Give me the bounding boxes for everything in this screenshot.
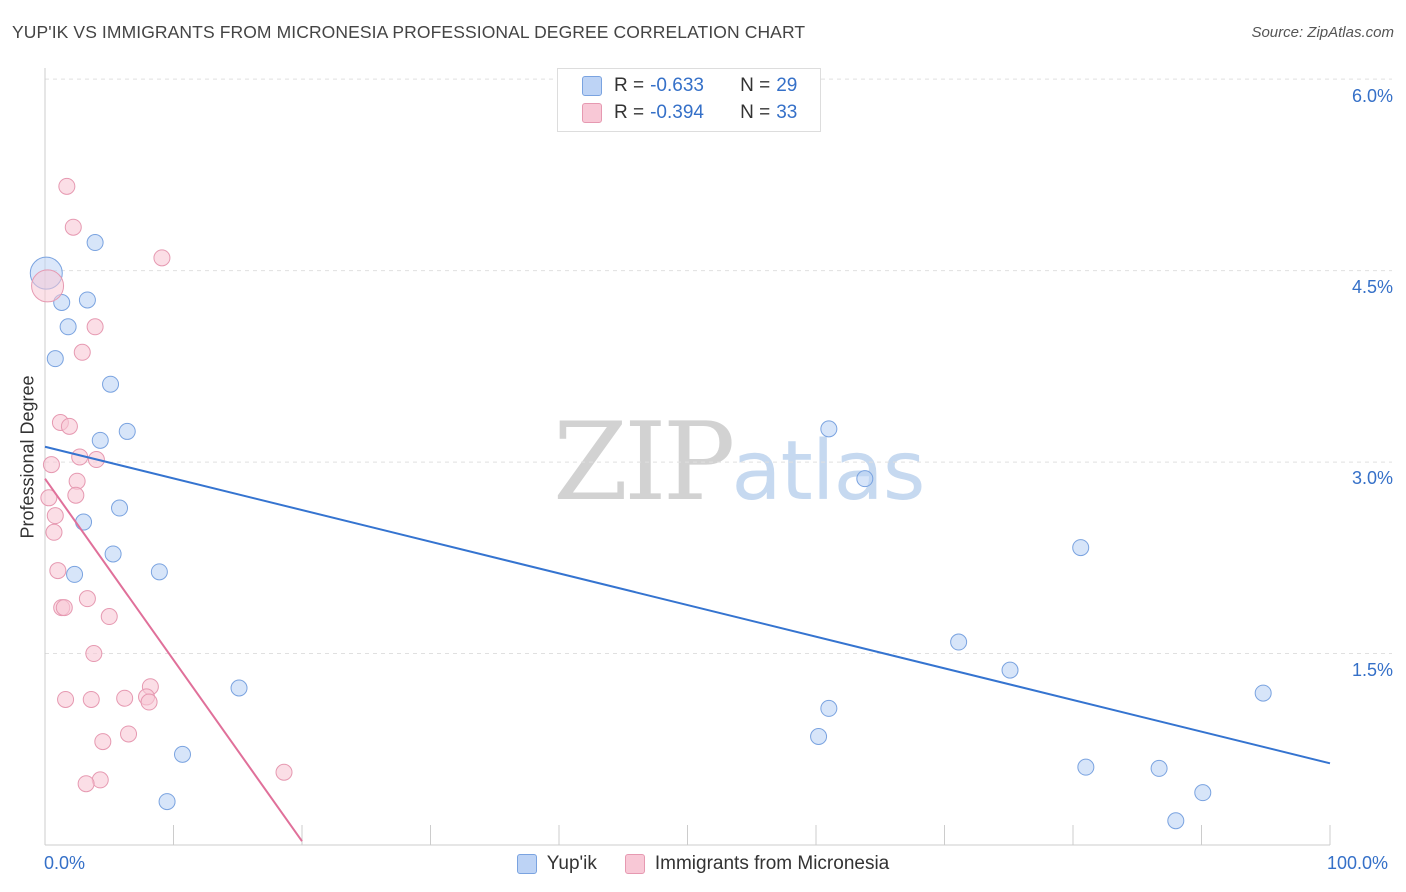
micronesia-point	[78, 590, 96, 608]
micronesia-point	[85, 645, 103, 663]
micronesia-point	[116, 689, 134, 707]
yupik-point	[950, 633, 968, 651]
y-tick-label: 6.0%	[1351, 86, 1393, 106]
yupik-point	[820, 420, 838, 438]
n-value: 29	[776, 75, 798, 96]
yupik-point	[104, 545, 122, 563]
watermark-atlas: atlas	[731, 424, 925, 519]
micronesia-point	[100, 608, 118, 626]
n-label: N =	[740, 102, 771, 123]
micronesia-point	[64, 218, 82, 236]
yupik-point	[75, 513, 93, 531]
r-value: -0.633	[650, 75, 704, 96]
yupik-point	[1077, 758, 1095, 776]
r-label: R =	[614, 102, 645, 123]
yupik-trend-line	[44, 445, 1331, 765]
legend-swatch-pink	[624, 854, 645, 874]
yupik-point	[46, 350, 64, 368]
micronesia-point	[45, 523, 63, 541]
yupik-point	[86, 234, 104, 252]
legend-item-micronesia: Immigrants from Micronesia	[624, 853, 890, 875]
yupik-point	[158, 793, 176, 811]
yupik-point	[150, 563, 168, 581]
legend-swatch-pink	[582, 103, 602, 123]
micronesia-point	[140, 693, 158, 711]
micronesia-point	[42, 456, 60, 474]
yupik-point	[66, 565, 84, 583]
micronesia-trend-line	[44, 478, 303, 842]
yupik-point	[1001, 661, 1019, 679]
legend-swatch-blue	[582, 76, 602, 96]
n-label: N =	[740, 75, 771, 96]
micronesia-point	[94, 733, 112, 751]
yupik-point	[856, 470, 874, 488]
micronesia-point	[46, 507, 64, 525]
legend-item-yupik: Yup'ik	[516, 853, 597, 875]
x-tick-label-max: 100.0%	[1327, 853, 1389, 873]
legend-swatch-blue	[516, 854, 537, 874]
yupik-point	[78, 291, 96, 309]
yupik-point	[102, 375, 120, 393]
yupik-point	[59, 318, 77, 336]
micronesia-point	[55, 599, 73, 617]
micronesia-point	[153, 249, 171, 267]
y-axis-label: Professional Degree	[17, 375, 38, 539]
yupik-point	[810, 728, 828, 746]
n-value: 33	[776, 102, 798, 123]
r-value: -0.394	[650, 102, 704, 123]
y-tick-label: 3.0%	[1351, 468, 1393, 488]
y-tick-label: 1.5%	[1351, 660, 1393, 680]
legend-row-yupik: R = -0.633 N = 29	[582, 73, 797, 99]
micronesia-point	[49, 562, 67, 580]
series-legend: Yup'ik Immigrants from Micronesia	[0, 851, 1406, 877]
yupik-point	[1072, 539, 1090, 557]
micronesia-point	[58, 177, 76, 195]
micronesia-point	[57, 690, 75, 708]
micronesia-point	[77, 775, 95, 793]
x-tick-label-min: 0.0%	[44, 853, 86, 873]
yupik-point	[111, 499, 129, 517]
yupik-point	[1150, 759, 1168, 777]
yupik-point	[230, 679, 248, 697]
legend-row-micronesia: R = -0.394 N = 33	[582, 100, 797, 126]
yupik-point	[1254, 684, 1272, 702]
chart-title: YUP'IK VS IMMIGRANTS FROM MICRONESIA PRO…	[12, 22, 806, 42]
micronesia-point	[31, 269, 65, 303]
micronesia-point	[60, 417, 78, 435]
yupik-point	[1167, 812, 1185, 830]
micronesia-point	[275, 763, 293, 781]
legend-label: Yup'ik	[546, 853, 597, 874]
yupik-point	[118, 422, 136, 440]
micronesia-point	[86, 318, 104, 336]
r-label: R =	[614, 75, 645, 96]
y-tick-label: 4.5%	[1351, 277, 1393, 297]
micronesia-point	[120, 725, 138, 743]
yupik-point	[91, 431, 109, 449]
legend-label: Immigrants from Micronesia	[654, 853, 890, 874]
micronesia-point	[73, 343, 91, 361]
source-label: Source: ZipAtlas.com	[1251, 24, 1394, 41]
micronesia-point	[68, 472, 86, 490]
micronesia-point	[82, 690, 100, 708]
stats-legend: R = -0.633 N = 29 R = -0.394 N = 33	[557, 68, 821, 132]
micronesia-point	[91, 771, 109, 789]
yupik-point	[820, 699, 838, 717]
yupik-point	[173, 745, 191, 763]
micronesia-point	[40, 489, 58, 507]
yupik-point	[1194, 784, 1212, 802]
micronesia-point	[67, 486, 85, 504]
